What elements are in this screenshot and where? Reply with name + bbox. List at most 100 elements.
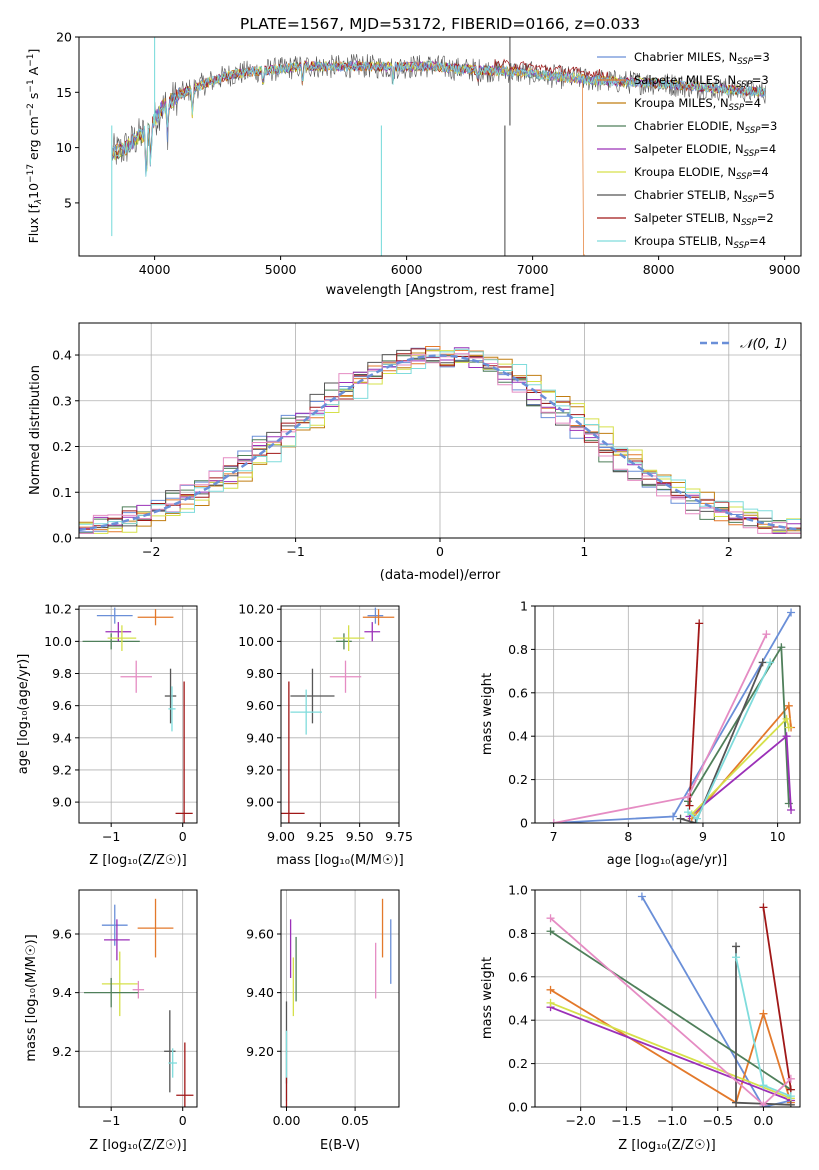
errorbar-point bbox=[175, 681, 193, 823]
age-vs-Z-points bbox=[82, 607, 193, 823]
histogram-5 bbox=[79, 349, 801, 534]
errorbar-point bbox=[164, 1010, 176, 1093]
x-tick-label: 9000 bbox=[769, 262, 801, 277]
x-tick-label: −1.5 bbox=[611, 1113, 641, 1128]
mass-vs-EBV-xlabel: E(B-V) bbox=[320, 1138, 360, 1153]
errorbar-point bbox=[290, 689, 322, 735]
y-tick-label: 0.2 bbox=[508, 1056, 528, 1071]
y-tick-label: 0.8 bbox=[508, 926, 528, 941]
errorbar-point bbox=[168, 1048, 177, 1078]
weight-marker bbox=[669, 812, 678, 821]
weight-marker bbox=[777, 643, 786, 652]
y-tick-label: 9.40 bbox=[246, 730, 274, 745]
age-vs-mass-grid bbox=[280, 606, 400, 823]
y-tick-label: 0.6 bbox=[508, 969, 528, 984]
weight-marker bbox=[546, 914, 555, 923]
histogram-9 bbox=[79, 353, 801, 534]
mass-vs-EBV-grid bbox=[281, 890, 399, 1107]
x-tick-label: 9.25 bbox=[306, 829, 334, 844]
age-vs-Z-ylabel: age [log₁₀(age/yr)] bbox=[16, 654, 31, 775]
y-tick-label: 10.2 bbox=[44, 602, 72, 617]
x-tick-label: −1 bbox=[286, 544, 304, 559]
x-tick-label: 0.05 bbox=[341, 1113, 369, 1128]
errorbar-point bbox=[82, 633, 140, 650]
y-tick-label: 20 bbox=[56, 30, 72, 45]
y-tick-label: 10.00 bbox=[238, 634, 274, 649]
age-vs-mass-panel: 9.00 9.25 9.50 9.75 9.00 9.20 9.40 9.60 9.80 10.0… bbox=[238, 602, 413, 868]
x-tick-label: 7000 bbox=[517, 262, 549, 277]
errorbar-point bbox=[120, 660, 152, 693]
spectrum-frame bbox=[78, 36, 802, 257]
weight-marker bbox=[787, 805, 796, 814]
mass-vs-EBV-points bbox=[285, 898, 392, 1107]
weight-marker bbox=[691, 819, 700, 823]
residuals-legend: 𝒩(0, 1) bbox=[700, 337, 787, 352]
weight-marker bbox=[759, 1100, 768, 1107]
age-vs-mass-frame bbox=[280, 605, 400, 824]
y-tick-label: 10.0 bbox=[44, 634, 72, 649]
legend-label: Chabrier ELODIE, NSSP=3 bbox=[634, 119, 777, 136]
errorbar-point bbox=[104, 919, 130, 961]
legend-label: Salpeter ELODIE, NSSP=4 bbox=[634, 142, 776, 159]
weight-marker bbox=[784, 723, 793, 732]
y-tick-label: 9.2 bbox=[52, 1044, 72, 1059]
age-vs-Z-ticks: −1 0 9.0 9.2 9.4 9.6 9.8 10.0 10.2 bbox=[44, 602, 187, 844]
errorbar-point bbox=[176, 1042, 194, 1107]
weight-line-3 bbox=[550, 1006, 792, 1102]
mass-vs-Z-ticks: −1 0 9.2 9.4 9.6 bbox=[52, 926, 187, 1128]
y-tick-label: 9.60 bbox=[246, 926, 274, 941]
weight-marker bbox=[546, 927, 555, 936]
spectrum-lines bbox=[111, 37, 766, 256]
y-tick-label: 0.2 bbox=[508, 772, 528, 787]
y-tick-label: 0.0 bbox=[508, 1100, 528, 1115]
y-tick-label: 9.4 bbox=[52, 985, 72, 1000]
weight-marker bbox=[637, 892, 646, 901]
legend-label: Kroupa ELODIE, NSSP=4 bbox=[634, 165, 769, 182]
age-vs-Z-frame bbox=[78, 605, 198, 824]
x-tick-label: 9 bbox=[699, 829, 707, 844]
y-tick-label: 5 bbox=[64, 195, 72, 210]
weight-marker bbox=[782, 732, 791, 741]
y-tick-label: 9.0 bbox=[52, 795, 72, 810]
legend-label: Kroupa STELIB, NSSP=4 bbox=[634, 234, 766, 251]
mass-vs-Z-panel: −1 0 9.2 9.4 9.6 Z [log₁₀(Z/Z☉)] mass [log₁₀… bbox=[24, 889, 198, 1153]
mass-vs-Z-ylabel: mass [log₁₀(M/M☉)] bbox=[24, 934, 39, 1061]
weight-marker bbox=[685, 801, 694, 810]
errorbar-point bbox=[84, 977, 139, 1008]
legend-label: Chabrier STELIB, NSSP=5 bbox=[634, 188, 775, 205]
spectrum-line-6 bbox=[111, 53, 766, 171]
x-tick-label: 1 bbox=[580, 544, 588, 559]
legend-label: Kroupa MILES, NSSP=4 bbox=[634, 96, 761, 113]
weight-marker bbox=[692, 814, 701, 823]
errorbar-point bbox=[132, 980, 145, 999]
y-tick-label: 0.4 bbox=[508, 729, 528, 744]
weight-vs-age-xlabel: age [log₁₀(age/yr)] bbox=[607, 853, 728, 868]
y-tick-label: 10 bbox=[56, 140, 72, 155]
weight-vs-age-ticks: 7 8 9 10 0 0.2 0.4 0.6 0.8 1 bbox=[508, 599, 785, 845]
y-tick-label: 9.6 bbox=[52, 926, 72, 941]
y-tick-label: 9.8 bbox=[52, 666, 72, 681]
errorbar-point bbox=[164, 668, 177, 724]
y-tick-label: 0.4 bbox=[52, 348, 72, 363]
y-tick-label: 0.6 bbox=[508, 685, 528, 700]
y-tick-label: 0.1 bbox=[52, 485, 72, 500]
spectrum-title: PLATE=1567, MJD=53172, FIBERID=0166, z=0… bbox=[240, 15, 640, 33]
weight-line-3 bbox=[688, 734, 792, 818]
y-tick-label: 9.20 bbox=[246, 762, 274, 777]
y-tick-label: 9.4 bbox=[52, 730, 72, 745]
x-tick-label: 0 bbox=[179, 1113, 187, 1128]
weight-vs-Z-frame bbox=[534, 889, 801, 1108]
weight-vs-Z-panel: −2.0 −1.5 −1.0 −0.5 0.0 0.0 0.2 0.4 0.6 0.8 1.0 Z … bbox=[480, 883, 801, 1153]
weight-line-2 bbox=[550, 930, 792, 1091]
y-tick-label: 9.00 bbox=[246, 795, 274, 810]
y-tick-label: 9.6 bbox=[52, 698, 72, 713]
x-tick-label: −1 bbox=[102, 1113, 120, 1128]
y-tick-label: 0.0 bbox=[52, 531, 72, 546]
x-tick-label: 10 bbox=[770, 829, 786, 844]
weight-marker bbox=[695, 619, 704, 628]
spectrum-line-8 bbox=[111, 60, 766, 177]
y-tick-label: 0.8 bbox=[508, 642, 528, 657]
errorbar-point bbox=[168, 686, 176, 732]
